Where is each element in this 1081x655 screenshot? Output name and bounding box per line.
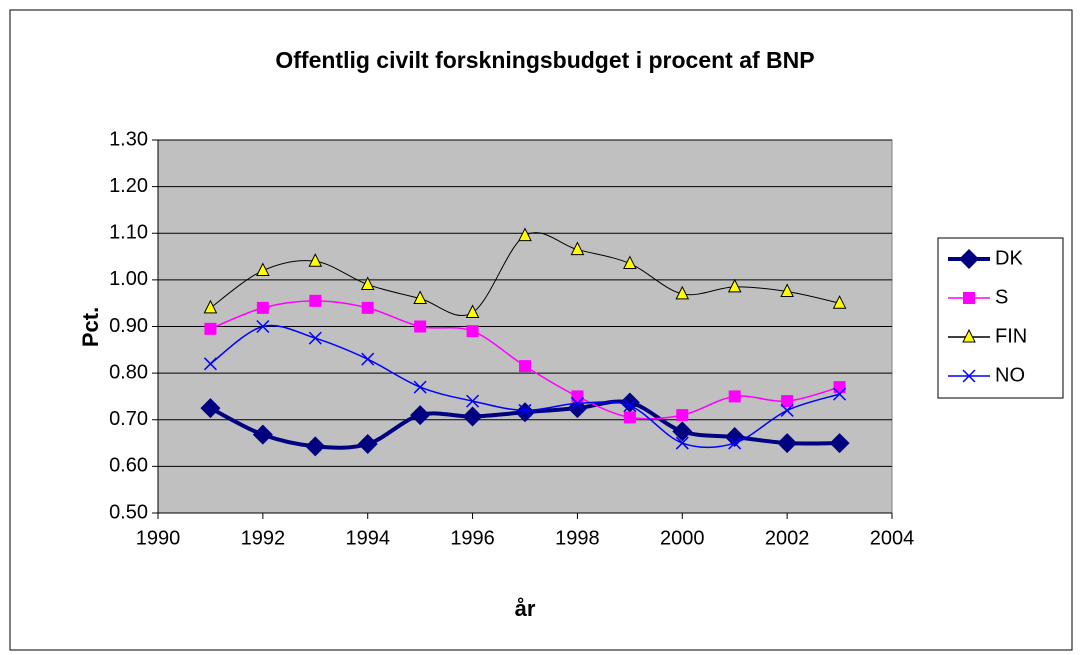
marker <box>780 283 794 298</box>
legend-label: S <box>995 286 1008 308</box>
marker <box>728 436 742 450</box>
marker <box>413 290 427 305</box>
y-tick-label: 0.80 <box>109 361 148 383</box>
marker <box>360 276 375 291</box>
marker <box>623 399 637 413</box>
x-tick-label: 1992 <box>241 527 286 549</box>
marker <box>623 255 637 270</box>
marker <box>963 292 975 304</box>
y-tick-label: 1.10 <box>109 222 148 244</box>
marker <box>676 409 689 422</box>
x-tick-label: 1990 <box>136 527 181 549</box>
y-tick-label: 1.20 <box>109 175 148 197</box>
marker <box>727 278 742 293</box>
marker <box>252 424 273 445</box>
marker <box>518 227 532 242</box>
marker <box>728 390 741 403</box>
marker <box>462 406 483 427</box>
marker <box>361 301 374 314</box>
y-axis-label: Pct. <box>78 307 103 347</box>
marker <box>256 319 270 334</box>
marker <box>200 398 221 419</box>
marker <box>832 295 847 309</box>
marker <box>829 433 850 454</box>
marker <box>305 436 326 457</box>
chart-title: Offentlig civilt forskningsbudget i proc… <box>275 47 814 73</box>
marker <box>780 403 794 417</box>
marker <box>623 411 636 424</box>
marker <box>962 328 976 343</box>
marker <box>959 249 979 269</box>
marker <box>833 381 846 394</box>
x-tick-label: 1994 <box>345 527 390 549</box>
legend: DK S FIN NO <box>937 237 1064 399</box>
marker <box>357 433 378 454</box>
marker <box>724 427 745 448</box>
legend-label: NO <box>995 364 1025 386</box>
marker <box>672 421 693 442</box>
marker <box>256 262 270 277</box>
marker <box>515 402 535 423</box>
marker <box>465 304 480 319</box>
marker <box>962 369 976 383</box>
marker <box>414 320 427 333</box>
x-axis-label: år <box>515 596 536 621</box>
marker <box>466 394 480 408</box>
y-tick-label: 1.30 <box>109 128 148 150</box>
marker <box>675 285 690 300</box>
marker <box>519 360 531 373</box>
x-tick-label: 2002 <box>765 527 810 549</box>
y-tick-label: 0.60 <box>109 455 148 477</box>
marker <box>518 403 532 417</box>
marker <box>308 331 322 345</box>
marker <box>203 299 218 314</box>
y-tick-label: 0.50 <box>109 501 148 523</box>
marker <box>203 357 217 371</box>
x-tick-label: 2004 <box>870 527 915 549</box>
marker <box>571 390 584 403</box>
marker <box>410 405 431 426</box>
marker <box>781 395 794 408</box>
marker <box>777 433 798 454</box>
marker <box>413 380 427 394</box>
y-tick-label: 0.90 <box>109 315 148 337</box>
legend-label: FIN <box>995 325 1027 347</box>
y-tick-label: 0.70 <box>109 408 148 430</box>
marker <box>570 241 585 256</box>
y-tick-label: 1.00 <box>109 268 148 290</box>
marker <box>570 396 584 410</box>
marker <box>675 436 689 450</box>
marker <box>204 322 217 335</box>
marker <box>309 294 322 307</box>
x-tick-label: 1998 <box>555 527 600 549</box>
marker <box>308 253 323 267</box>
marker <box>361 352 375 366</box>
x-tick-label: 2000 <box>660 527 705 549</box>
marker <box>256 301 269 314</box>
legend-label: DK <box>995 247 1023 269</box>
marker <box>466 325 479 338</box>
marker <box>833 387 847 401</box>
legend-box <box>937 237 1064 399</box>
x-tick-label: 1996 <box>450 527 495 549</box>
